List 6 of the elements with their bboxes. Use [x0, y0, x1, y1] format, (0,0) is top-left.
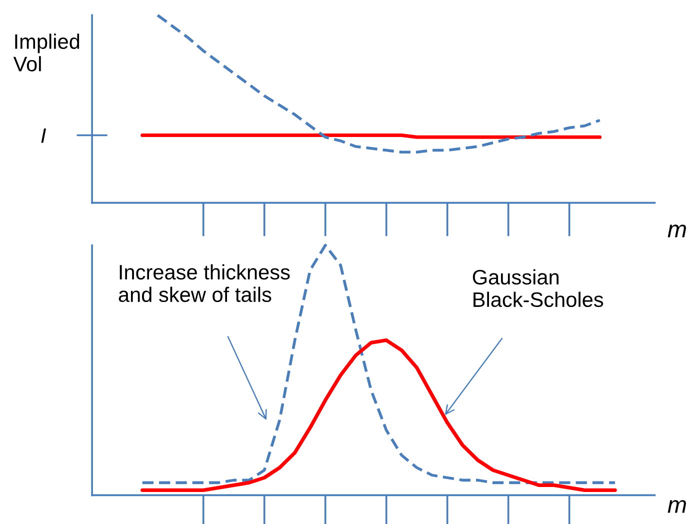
y-axis-title: Implied Vol	[13, 34, 80, 72]
annotation: Gaussian Black-Scholes	[472, 269, 604, 308]
x-axis-title: m	[668, 224, 686, 238]
x-axis-title: m	[668, 500, 686, 513]
text: I	[41, 128, 46, 143]
annotation: Increase thickness and skew of tails	[118, 264, 290, 302]
